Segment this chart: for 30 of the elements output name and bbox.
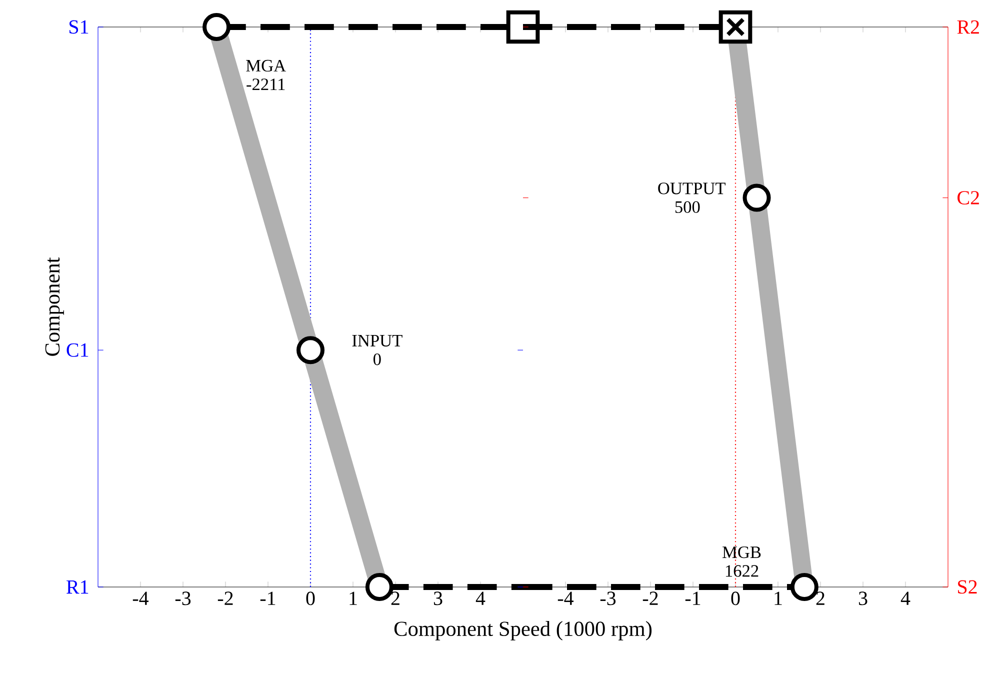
x-tick-label: 2 (816, 592, 824, 605)
x-tick-label: 2 (391, 592, 400, 605)
text: S2 (958, 580, 977, 594)
text: R2 (957, 20, 979, 34)
x-tick-label: -2 (218, 592, 233, 605)
x-tick-label: -3 (600, 592, 616, 606)
x-tick-label: -1 (685, 592, 700, 605)
x-axis-title: Component Speed (1000 rpm) (394, 621, 652, 640)
x-tick-label: 0 (731, 592, 740, 606)
text: C1 (66, 343, 88, 357)
x-tick-label: -4 (132, 592, 149, 605)
x-tick-label: 0 (306, 592, 315, 606)
annotation: INPUT 0 (352, 335, 402, 366)
x-tick-label: 3 (434, 592, 442, 606)
text: S1 (70, 20, 88, 34)
annotation: MGB 1622 (722, 546, 761, 577)
text: R1 (66, 580, 88, 594)
x-tick-label: 3 (858, 592, 868, 606)
annotation: OUTPUT 500 (658, 182, 726, 213)
y-axis-title: Component (45, 257, 64, 356)
x-tick-label: -1 (260, 592, 276, 605)
x-tick-label: 4 (900, 592, 910, 605)
x-tick-label: 1 (774, 592, 782, 605)
x-tick-label: -4 (558, 592, 574, 605)
x-tick-label: -2 (642, 592, 658, 605)
x-tick-label: 1 (350, 592, 357, 605)
text: C2 (958, 191, 979, 205)
x-tick-label: -3 (175, 592, 191, 606)
x-tick-label: 4 (476, 592, 486, 605)
annotation: MGA -2211 (246, 60, 286, 90)
